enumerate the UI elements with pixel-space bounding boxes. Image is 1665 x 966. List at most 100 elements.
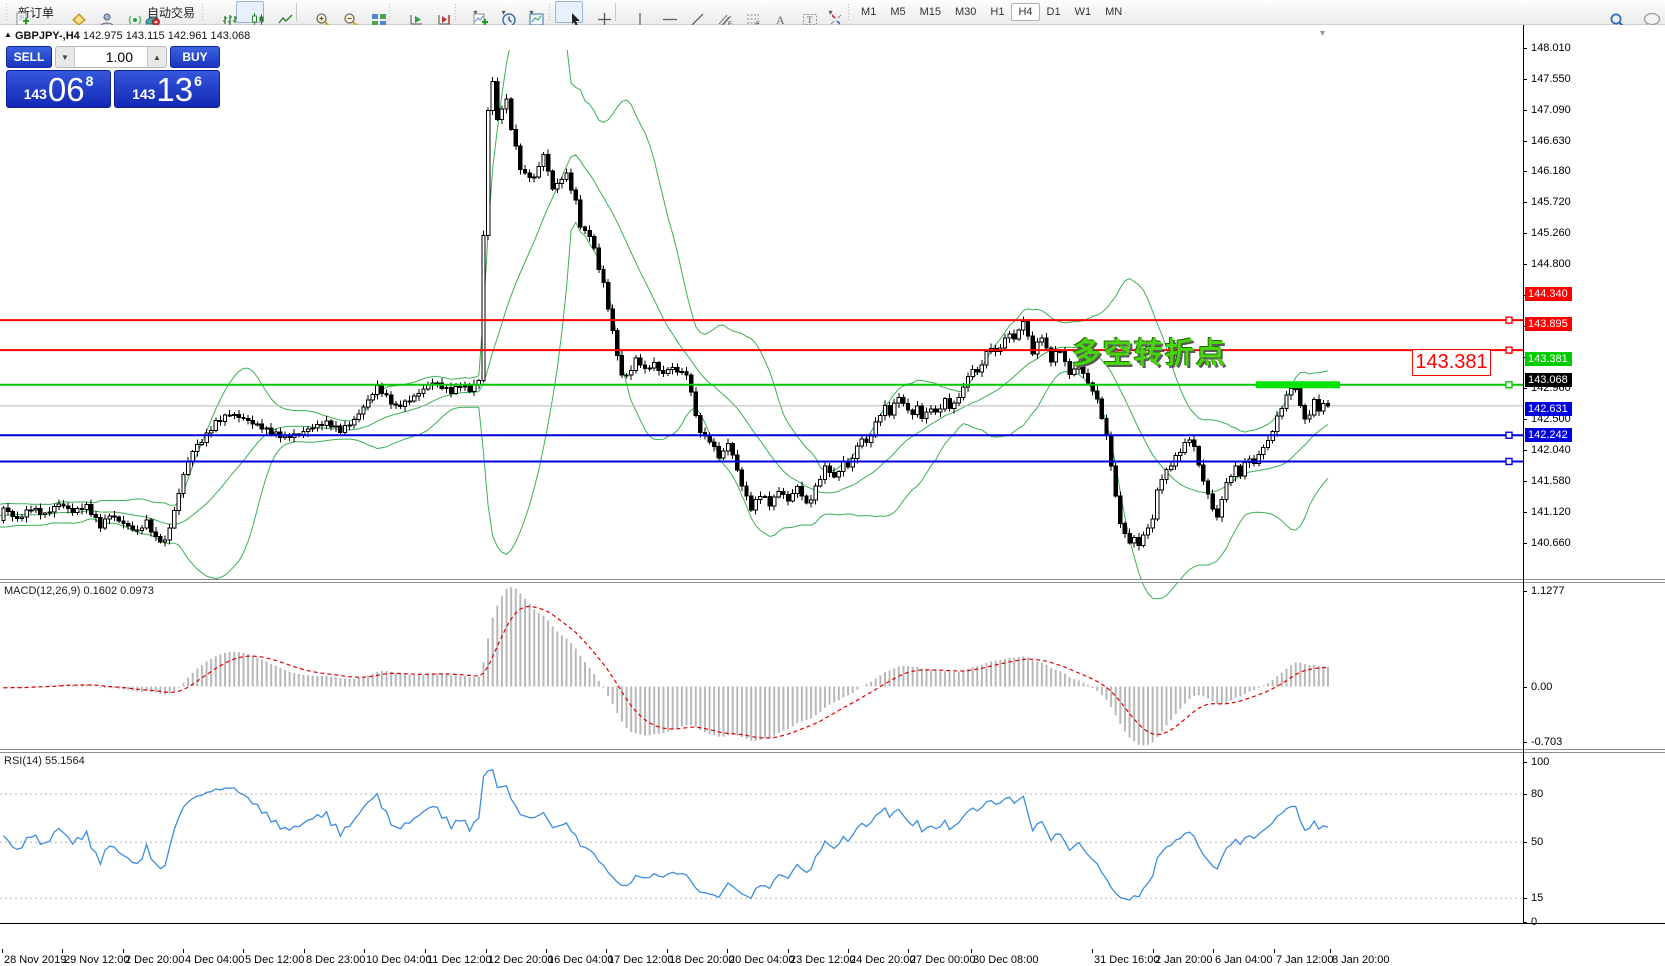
signal-button[interactable] [113, 1, 142, 25]
arrows-caret: ▾ [828, 7, 833, 17]
price-callout-box[interactable]: 143.381 [1412, 349, 1491, 376]
time-label: 27 Dec 00:00 [910, 954, 976, 966]
rsi-axis-tick [1523, 794, 1527, 795]
toolbar-grip[interactable] [5, 4, 9, 20]
volume-decrease-button[interactable]: ▼ [61, 52, 69, 62]
timeframe-h4[interactable]: H4 [1011, 3, 1040, 21]
timeframe-bar: M1 M5 M15 M30 H1 H4 D1 W1 MN [854, 3, 1129, 21]
toolbar-grip[interactable] [847, 4, 852, 20]
rsi-axis-label: 0 [1531, 916, 1538, 928]
rsi-axis-label: 15 [1531, 892, 1544, 904]
time-tick [1330, 949, 1331, 953]
auto-trading-label: 自动交易 [147, 5, 196, 20]
price-level-chip: 144.340 [1525, 287, 1572, 301]
time-tick [848, 949, 849, 953]
equidistant-channel-button[interactable]: E [704, 1, 732, 27]
timeframe-d1[interactable]: D1 [1046, 6, 1061, 18]
time-label: 31 Dec 16:00 [1094, 954, 1160, 966]
main-chart-canvas[interactable] [0, 50, 1523, 604]
volume-increase-button[interactable]: ▲ [153, 52, 161, 62]
arrows-button[interactable]: ▾ [816, 1, 844, 25]
toolbar-grip[interactable] [548, 4, 553, 20]
time-tick [123, 949, 124, 953]
vertical-line-button[interactable] [620, 1, 648, 26]
time-label: 2 Jan 20:00 [1155, 954, 1213, 966]
search-button[interactable] [1595, 1, 1625, 28]
line-chart-button[interactable] [264, 1, 293, 24]
svg-text:E: E [728, 22, 732, 27]
volume-spinner: ▼ 1.00 ▲ [55, 46, 167, 68]
rsi-panel-canvas[interactable] [0, 752, 1523, 923]
chart-shift-marker-icon[interactable]: ▼ [1318, 28, 1327, 38]
zoom-in-button[interactable] [301, 1, 330, 27]
macd-panel-canvas[interactable] [0, 582, 1523, 749]
indicators-button[interactable]: ▾ [461, 1, 489, 26]
toolbar-grip[interactable] [388, 4, 393, 20]
time-tick [727, 949, 728, 953]
price-tick-label: 145.720 [1531, 196, 1571, 208]
price-tick-label: 147.550 [1531, 73, 1571, 85]
time-tick [606, 949, 607, 953]
price-level-chip: 143.381 [1525, 352, 1572, 366]
time-tick [486, 949, 487, 953]
timeframe-w1[interactable]: W1 [1074, 6, 1092, 18]
candlestick-chart-button[interactable] [236, 1, 265, 26]
time-tick [546, 949, 547, 953]
trendline-button[interactable] [676, 1, 704, 26]
fibonacci-button[interactable]: F [732, 1, 760, 27]
price-tick [1523, 233, 1527, 234]
svg-text:T: T [807, 15, 813, 25]
seal-button[interactable] [57, 1, 86, 26]
rsi-axis-label: 100 [1531, 756, 1550, 768]
toolbar-grip[interactable] [201, 4, 206, 20]
turning-point-annotation[interactable]: 多空转折点 [1072, 338, 1228, 370]
zoom-out-button[interactable] [329, 1, 358, 27]
new-order-button[interactable]: 新订单 [12, 1, 57, 26]
text-button[interactable]: A [760, 1, 788, 27]
rsi-axis-label: 50 [1531, 836, 1544, 848]
collapse-arrow-icon[interactable]: ▲ [4, 30, 12, 39]
auto-trading-button[interactable]: 自动交易 [141, 1, 198, 26]
rsi-axis-tick [1523, 842, 1527, 843]
timeframe-m5[interactable]: M5 [890, 6, 906, 18]
rsi-axis-label: 80 [1531, 788, 1544, 800]
toolbar-grip[interactable] [454, 4, 459, 20]
time-tick [908, 949, 909, 953]
timeframe-h1[interactable]: H1 [990, 6, 1005, 18]
time-tick [62, 949, 63, 953]
cursor-button[interactable] [555, 1, 584, 27]
templates-button[interactable]: ▾ [517, 1, 545, 26]
sell-price-display[interactable]: 143 06 8 [6, 70, 111, 108]
bar-chart-button[interactable] [208, 1, 238, 25]
macd-splitter[interactable] [0, 579, 1665, 583]
timeframe-m30[interactable]: M30 [955, 6, 977, 18]
tile-windows-button[interactable] [357, 1, 387, 26]
horizontal-line-button[interactable] [648, 1, 678, 23]
time-label: 16 Dec 04:00 [548, 954, 614, 966]
buy-price-big: 13 [156, 71, 194, 108]
price-tick [1523, 110, 1527, 111]
price-axis-line [1523, 25, 1524, 923]
profile-button[interactable] [85, 1, 114, 27]
rsi-splitter[interactable] [0, 749, 1665, 753]
chart-shift-button[interactable] [423, 1, 451, 25]
timeframe-m15[interactable]: M15 [919, 6, 941, 18]
sell-button[interactable]: SELL [6, 46, 52, 68]
text-label-button[interactable]: T [788, 1, 818, 25]
buy-price-display[interactable]: 143 13 6 [114, 70, 220, 108]
crosshair-button[interactable] [583, 1, 612, 26]
buy-button[interactable]: BUY [170, 46, 220, 68]
timeframe-m1[interactable]: M1 [861, 6, 877, 18]
volume-input[interactable]: 1.00 [74, 47, 148, 67]
timeframe-mn[interactable]: MN [1105, 6, 1123, 18]
price-tick [1523, 512, 1527, 513]
time-tick [971, 949, 972, 953]
chat-button[interactable] [1629, 1, 1661, 28]
periods-button[interactable]: ▾ [489, 1, 517, 27]
macd-axis-label: -0.703 [1531, 736, 1563, 748]
time-label: 2 Dec 20:00 [125, 954, 185, 966]
sell-button-label: SELL [13, 50, 45, 64]
auto-scroll-button[interactable] [395, 1, 423, 25]
price-tick-label: 148.010 [1531, 42, 1571, 54]
chart-window: ▲ GBPJPY-,H4 142.975 143.115 142.961 143… [0, 25, 1665, 966]
